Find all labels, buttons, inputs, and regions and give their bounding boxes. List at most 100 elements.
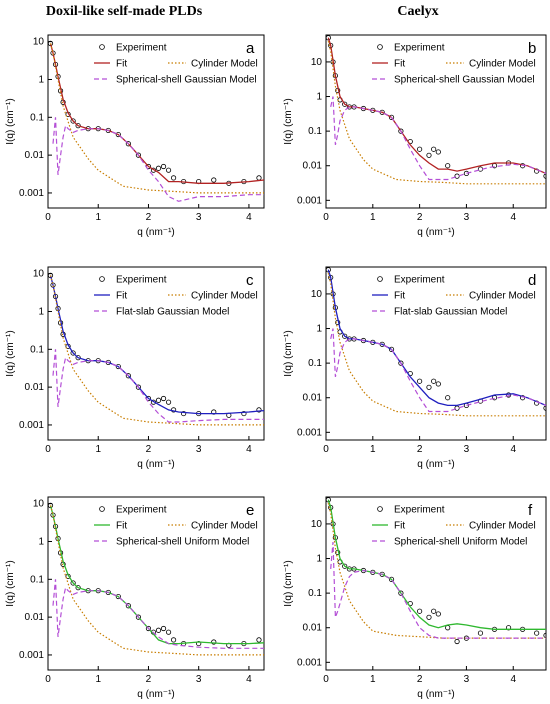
- experiment-point: [165, 399, 172, 405]
- experiment-point: [388, 346, 395, 352]
- x-tick-label: 1: [95, 212, 101, 223]
- legend-model-label: Spherical-shell Uniform Model: [394, 537, 527, 548]
- legend-fit-label: Fit: [394, 291, 405, 302]
- experiment-point: [431, 378, 437, 384]
- x-axis-label: q (nm⁻¹): [137, 227, 175, 238]
- plot-frame: [47, 34, 265, 209]
- y-tick-label: 10: [33, 269, 45, 280]
- series-group: [48, 502, 264, 656]
- experiment-point: [477, 630, 484, 636]
- y-tick-label: 0.001: [19, 188, 44, 199]
- panel-a: 0.001 0.01 0.1 1 10 0 1 2 3 4 q (nm⁻¹) I(q) (cm⁻¹) a…: [5, 34, 265, 238]
- experiment-point: [445, 163, 451, 169]
- legend-experiment-swatch: [99, 276, 105, 282]
- experiment-point: [70, 350, 76, 356]
- model-line: [330, 96, 546, 181]
- experiment-point: [160, 395, 167, 402]
- y-axis-label: I(q) (cm⁻¹): [283, 330, 294, 376]
- legend-model-label: Flat-slab Gaussian Model: [394, 307, 507, 318]
- y-axis-label: I(q) (cm⁻¹): [5, 330, 16, 376]
- legend-experiment-swatch: [99, 506, 105, 512]
- fit-line: [327, 499, 546, 630]
- experiment-point: [505, 392, 512, 398]
- legend-fit-label: Fit: [116, 59, 127, 70]
- y-tick-label: 0.1: [308, 126, 322, 137]
- experiment-point: [431, 146, 437, 152]
- panel-d: 0.001 0.01 0.1 1 10 0 1 2 3 4 q (nm⁻¹) I(q) (cm⁻¹) d…: [283, 266, 547, 470]
- legend-experiment-label: Experiment: [394, 275, 445, 286]
- experiment-point: [160, 163, 167, 170]
- experiment-point: [543, 173, 546, 179]
- y-tick-label: 0.001: [297, 427, 322, 438]
- y-tick-label: 1: [316, 554, 322, 565]
- experiment-point: [435, 149, 441, 155]
- x-tick-label: 0: [323, 444, 329, 455]
- panel-letter: c: [246, 272, 254, 289]
- experiment-point: [70, 118, 76, 124]
- panel-letter: b: [528, 40, 536, 57]
- experiment-point: [160, 625, 167, 632]
- panel-c: 0.001 0.01 0.1 1 10 0 1 2 3 4 q (nm⁻¹) I(q) (cm⁻¹) c…: [5, 266, 265, 470]
- experiment-point: [181, 410, 187, 417]
- plot-frame: [325, 266, 547, 441]
- x-tick-label: 3: [196, 212, 202, 223]
- experiment-point: [155, 397, 162, 403]
- experiment-point: [256, 175, 262, 181]
- panel-letter: a: [246, 40, 255, 57]
- experiment-point: [135, 152, 142, 158]
- experiment-point: [155, 627, 162, 633]
- y-tick-label: 0.01: [25, 612, 45, 623]
- legend-experiment-swatch: [99, 44, 105, 50]
- legend-cylinder-label: Cylinder Model: [469, 521, 536, 532]
- experiment-point: [342, 101, 348, 107]
- experiment-point: [135, 614, 142, 620]
- y-tick-label: 10: [311, 57, 323, 68]
- panel-letter: e: [246, 502, 254, 519]
- experiment-point: [431, 608, 437, 614]
- cylinder-line: [327, 272, 546, 417]
- y-tick-label: 1: [38, 536, 44, 547]
- experiment-point: [534, 630, 540, 636]
- legend-experiment-label: Experiment: [394, 43, 445, 54]
- x-tick-label: 4: [510, 444, 516, 455]
- x-tick-label: 0: [323, 674, 329, 685]
- experiment-point: [454, 638, 460, 645]
- experiment-point: [445, 395, 451, 401]
- experiment-point: [145, 625, 152, 632]
- legend-fit-label: Fit: [394, 521, 405, 532]
- y-tick-label: 0.1: [30, 112, 44, 123]
- experiment-point: [445, 625, 451, 631]
- x-tick-label: 3: [464, 212, 470, 223]
- column-title-right: Caelyx: [397, 4, 438, 19]
- y-tick-label: 10: [311, 519, 323, 530]
- panel-e: 0.001 0.01 0.1 1 10 0 1 2 3 4 q (nm⁻¹) I(q) (cm⁻¹) e…: [5, 496, 265, 700]
- y-tick-label: 0.001: [19, 650, 44, 661]
- column-title-left: Doxil-like self-made PLDs: [46, 4, 203, 19]
- y-tick-label: 1: [316, 324, 322, 335]
- y-tick-label: 0.001: [297, 195, 322, 206]
- x-tick-label: 1: [95, 674, 101, 685]
- legend-model-label: Spherical-shell Gaussian Model: [116, 75, 257, 86]
- legend-cylinder-label: Cylinder Model: [191, 521, 258, 532]
- model-line: [52, 117, 264, 202]
- x-tick-label: 2: [417, 212, 423, 223]
- experiment-point: [256, 637, 262, 643]
- experiment-point: [426, 152, 432, 158]
- series-group: [326, 267, 546, 417]
- x-tick-label: 2: [146, 674, 152, 685]
- x-tick-label: 3: [464, 674, 470, 685]
- experiment-point: [211, 639, 217, 645]
- series-group: [48, 272, 264, 426]
- legend-experiment-label: Experiment: [116, 43, 167, 54]
- series-group: [326, 497, 546, 645]
- cylinder-line: [327, 40, 546, 185]
- x-tick-label: 4: [246, 212, 252, 223]
- x-tick-label: 1: [95, 444, 101, 455]
- experiment-point: [115, 131, 121, 138]
- y-tick-label: 10: [311, 289, 323, 300]
- x-axis-label: q (nm⁻¹): [137, 459, 175, 470]
- x-tick-label: 2: [417, 444, 423, 455]
- experiment-point: [211, 177, 217, 183]
- experiment-point: [543, 405, 546, 411]
